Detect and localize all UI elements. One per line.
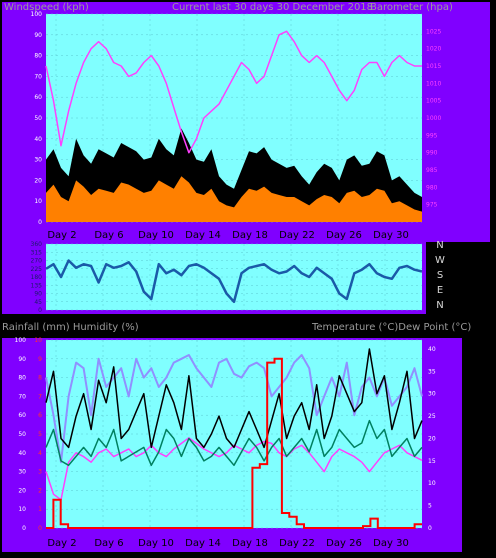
direction-tick-label: 315 (31, 249, 43, 256)
wind-x-tick-label: Day 30 (373, 230, 409, 241)
wind-average-series (46, 176, 422, 222)
dew-point-series (45, 419, 423, 467)
rainfall-tick-label: 8 (38, 375, 42, 382)
windspeed-tick-label: 90 (34, 32, 42, 39)
direction-tick-label: 360 (31, 241, 43, 248)
rain-x-tick-label: Day 30 (373, 538, 409, 549)
temperature-tick-label: 30 (428, 391, 436, 398)
temperature-tick-label: 25 (428, 413, 436, 420)
wind-direction-series (45, 259, 423, 304)
humidity-tick-label: 30 (18, 469, 26, 476)
rainfall-tick-label: 5 (38, 431, 42, 438)
temperature-axis-label: Temperature (°C)Dew Point (°C) (311, 322, 471, 333)
temperature-tick-label: 20 (428, 435, 436, 442)
humidity-tick-label: 20 (18, 487, 26, 494)
barometer-tick-label: 990 (426, 150, 438, 157)
barometer-axis-label: Barometer (hpa) (370, 2, 453, 13)
windspeed-tick-label: 30 (34, 157, 42, 164)
rain-x-tick-label: Day 26 (326, 538, 362, 549)
rain-x-tick-label: Day 2 (47, 538, 76, 549)
rainfall-tick-label: 10 (34, 337, 42, 344)
windspeed-tick-label: 80 (34, 53, 42, 60)
compass-label: S (437, 270, 443, 281)
windspeed-tick-label: 20 (34, 177, 42, 184)
humidity-tick-label: 90 (18, 356, 26, 363)
barometer-tick-label: 985 (426, 167, 438, 174)
barometer-tick-label: 1010 (426, 80, 441, 87)
barometer-tick-label: 975 (426, 202, 438, 209)
windspeed-axis-label: Windspeed (kph) (4, 2, 89, 13)
rain-x-tick-label: Day 14 (185, 538, 221, 549)
temperature-tick-label: 10 (428, 480, 436, 487)
direction-tick-label: 270 (31, 258, 43, 265)
direction-tick-label: 45 (34, 299, 42, 306)
humidity-tick-label: 100 (15, 337, 27, 344)
temperature-tick-label: 5 (428, 503, 432, 510)
barometer-tick-label: 1020 (426, 46, 441, 53)
rainfall-tick-label: 0 (38, 525, 42, 532)
windspeed-tick-label: 40 (34, 136, 42, 143)
humidity-tick-label: 0 (22, 525, 26, 532)
rain-x-tick-label: Day 18 (232, 538, 268, 549)
humidity-series (45, 354, 423, 464)
temperature-tick-label: 0 (428, 525, 432, 532)
wind-x-tick-label: Day 6 (94, 230, 123, 241)
windspeed-tick-label: 60 (34, 94, 42, 101)
wind-x-tick-label: Day 2 (47, 230, 76, 241)
rainfall-tick-label: 4 (38, 450, 42, 457)
wind-x-tick-label: Day 26 (326, 230, 362, 241)
windspeed-tick-label: 70 (34, 73, 42, 80)
rainfall-tick-label: 7 (38, 393, 42, 400)
temperature-series (45, 348, 423, 449)
direction-tick-label: 0 (38, 307, 42, 314)
barometer-tick-label: 1000 (426, 115, 441, 122)
rain-x-tick-label: Day 10 (138, 538, 174, 549)
barometer-tick-label: 1015 (426, 63, 441, 70)
rainfall-tick-label: 1 (38, 506, 42, 513)
rainfall-tick-label: 9 (38, 356, 42, 363)
compass-label: E (437, 285, 443, 296)
windspeed-tick-label: 100 (31, 11, 43, 18)
direction-tick-label: 90 (34, 291, 42, 298)
compass-label: W (435, 255, 445, 266)
windspeed-tick-label: 50 (34, 115, 42, 122)
period-title: Current last 30 days 30 December 2018 (172, 2, 373, 13)
pink-series (45, 437, 423, 501)
compass-label: N (436, 300, 443, 311)
humidity-tick-label: 80 (18, 375, 26, 382)
rain-humidity-axis-label: Rainfall (mm) Humidity (%) (2, 322, 139, 333)
barometer-series (45, 30, 422, 154)
humidity-tick-label: 70 (18, 393, 26, 400)
rainfall-series (46, 357, 422, 529)
rain-x-tick-label: Day 22 (279, 538, 315, 549)
rain-plot-area (46, 340, 422, 528)
barometer-tick-label: 1025 (426, 28, 441, 35)
wind-x-tick-label: Day 22 (279, 230, 315, 241)
wind-x-tick-label: Day 10 (138, 230, 174, 241)
barometer-tick-label: 980 (426, 184, 438, 191)
barometer-tick-label: 995 (426, 132, 438, 139)
temperature-tick-label: 15 (428, 458, 436, 465)
direction-tick-label: 225 (31, 266, 43, 273)
direction-tick-label: 135 (31, 282, 43, 289)
temperature-tick-label: 40 (428, 346, 436, 353)
humidity-tick-label: 40 (18, 450, 26, 457)
wind-x-tick-label: Day 18 (232, 230, 268, 241)
rainfall-tick-label: 2 (38, 487, 42, 494)
rainfall-tick-label: 6 (38, 412, 42, 419)
temperature-tick-label: 35 (428, 368, 436, 375)
windspeed-tick-label: 10 (34, 198, 42, 205)
rainfall-tick-label: 3 (38, 469, 42, 476)
compass-label: N (436, 240, 443, 251)
wind-x-tick-label: Day 14 (185, 230, 221, 241)
windspeed-tick-label: 0 (38, 219, 42, 226)
barometer-tick-label: 1005 (426, 98, 441, 105)
humidity-tick-label: 10 (18, 506, 26, 513)
humidity-tick-label: 60 (18, 412, 26, 419)
humidity-tick-label: 50 (18, 431, 26, 438)
rain-x-tick-label: Day 6 (94, 538, 123, 549)
direction-tick-label: 180 (31, 274, 43, 281)
